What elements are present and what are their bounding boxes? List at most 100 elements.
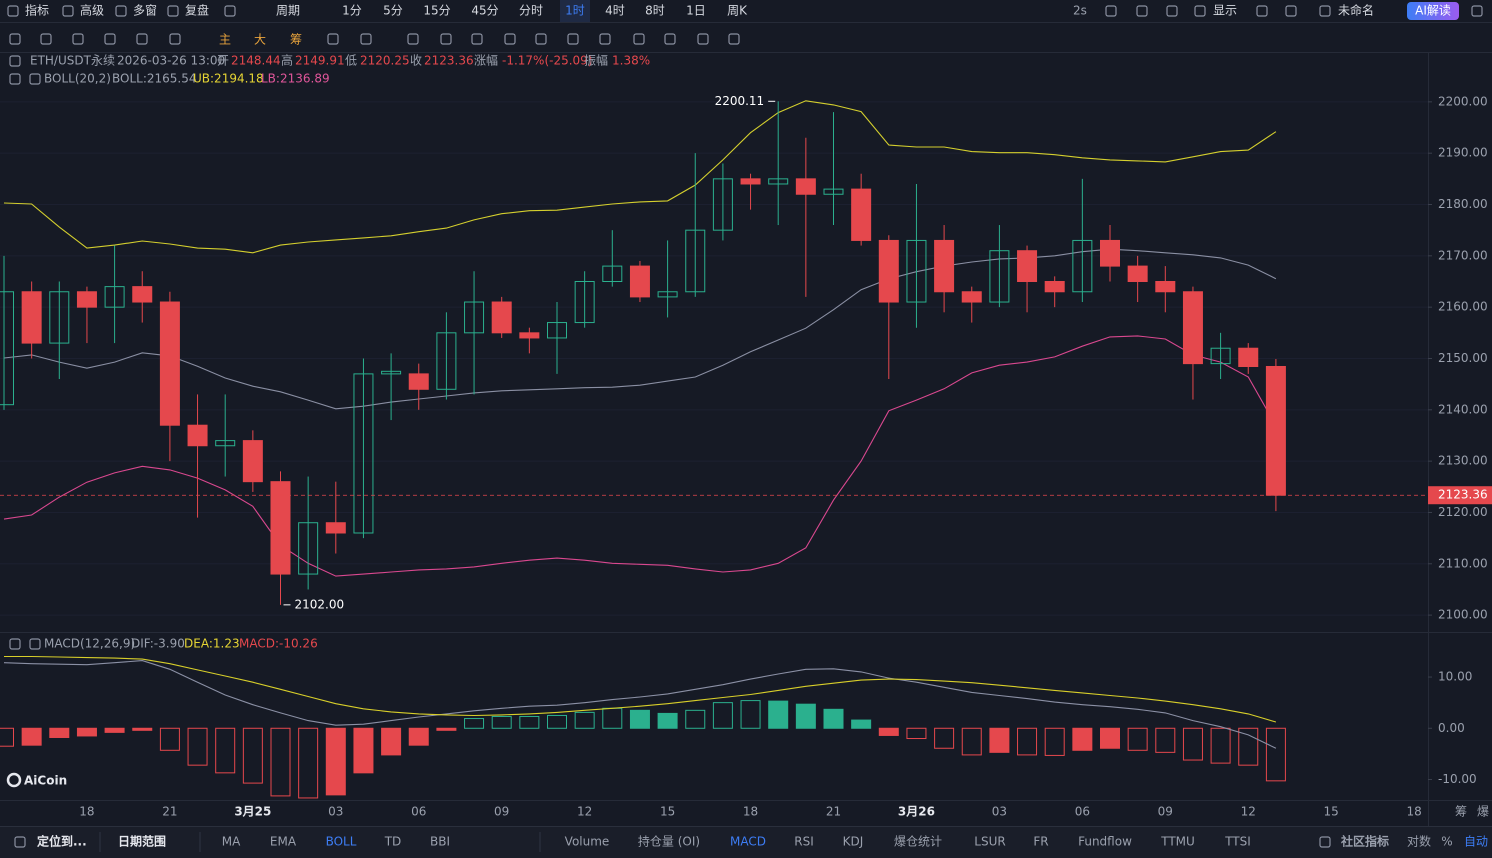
indicator-tab[interactable]: FR	[1033, 835, 1048, 849]
icon[interactable]	[1256, 5, 1268, 17]
top-bar	[0, 0, 1492, 22]
macd-bar	[823, 708, 844, 729]
annotation-label: 2200.11	[715, 94, 765, 108]
period-button[interactable]: 周K	[727, 4, 748, 18]
tool-icon[interactable]	[471, 33, 483, 45]
period-button[interactable]: 8时	[645, 4, 665, 18]
icon[interactable]	[14, 836, 26, 848]
icon[interactable]	[224, 5, 236, 17]
tool-icon[interactable]	[664, 33, 676, 45]
refresh-rate[interactable]: 2s	[1073, 4, 1087, 18]
indicator-tab[interactable]: MACD	[730, 835, 766, 849]
period-button[interactable]: 分时	[519, 4, 543, 18]
indicator-tab[interactable]: MA	[222, 835, 241, 849]
ai-button[interactable]	[1407, 2, 1459, 20]
icon[interactable]	[1285, 5, 1297, 17]
indicator-tab[interactable]: EMA	[270, 835, 297, 849]
bottom-option[interactable]: 自动	[1464, 835, 1488, 849]
icon[interactable]	[29, 638, 41, 650]
locate-button[interactable]: 定位到...	[37, 834, 87, 849]
icon[interactable]	[62, 5, 74, 17]
bottom-option[interactable]: 社区指标	[1340, 834, 1389, 849]
tool-icon[interactable]	[327, 33, 339, 45]
indicator-tab[interactable]: BBI	[430, 835, 450, 849]
period-button[interactable]: 1时	[565, 4, 585, 18]
tool-icon[interactable]	[104, 33, 116, 45]
chart-tool[interactable]: 大	[254, 33, 266, 47]
icon[interactable]	[1136, 5, 1148, 17]
menu-item[interactable]: 多窗	[133, 4, 157, 18]
axis-tool[interactable]: 筹	[1455, 805, 1467, 819]
menu-item[interactable]: 复盘	[185, 3, 209, 18]
tool-icon[interactable]	[440, 33, 452, 45]
period-button[interactable]: 1日	[686, 4, 706, 18]
y-tick-label: 2150.00	[1438, 351, 1488, 365]
indicator-tab[interactable]: BOLL	[326, 835, 357, 849]
tool-icon[interactable]	[567, 33, 579, 45]
menu-item[interactable]: 高级	[80, 3, 104, 18]
macd-bar	[49, 727, 70, 738]
icon[interactable]	[1166, 5, 1178, 17]
bottom-option[interactable]: 对数	[1407, 834, 1431, 849]
tool-icon[interactable]	[136, 33, 148, 45]
tool-icon[interactable]	[360, 33, 372, 45]
tool-icon[interactable]	[535, 33, 547, 45]
indicator-tab[interactable]: TD	[384, 835, 402, 849]
indicator-tab[interactable]: 爆仓统计	[894, 835, 942, 849]
icon[interactable]	[9, 55, 21, 67]
candle-body	[602, 265, 623, 282]
icon[interactable]	[9, 638, 21, 650]
date-range-button[interactable]: 日期范围	[118, 834, 166, 849]
icon[interactable]	[1105, 5, 1117, 17]
display-menu[interactable]: 显示	[1213, 4, 1237, 18]
tool-icon[interactable]	[599, 33, 611, 45]
icon[interactable]	[115, 5, 127, 17]
indicator-tab[interactable]: KDJ	[843, 835, 864, 849]
icon[interactable]	[1471, 5, 1483, 17]
icon[interactable]	[7, 5, 19, 17]
tool-icon[interactable]	[697, 33, 709, 45]
macd-bar	[1182, 727, 1203, 761]
candle-body	[325, 522, 346, 534]
icon[interactable]	[1319, 836, 1331, 848]
tool-icon[interactable]	[169, 33, 181, 45]
indicator-tab[interactable]: TTSI	[1224, 835, 1251, 849]
x-tick-label: 12	[577, 805, 592, 819]
period-button[interactable]: 15分	[423, 4, 450, 18]
tool-icon[interactable]	[40, 33, 52, 45]
indicator-tab[interactable]: Fundflow	[1078, 835, 1132, 849]
tool-icon[interactable]	[9, 33, 21, 45]
macd-info: MACD:-10.26	[239, 637, 318, 651]
indicator-tab[interactable]: LSUR	[974, 835, 1005, 849]
menu-item[interactable]: 指标	[25, 3, 49, 18]
candle-body	[353, 373, 374, 534]
chart-tool[interactable]: 筹	[290, 33, 302, 47]
ai-button-label[interactable]: AI解读	[1415, 4, 1451, 18]
indicator-tab[interactable]: 持仓量 (OI)	[638, 834, 700, 849]
icon[interactable]	[1194, 5, 1206, 17]
period-button[interactable]: 1分	[342, 4, 362, 18]
chart-tool[interactable]: 主	[219, 33, 231, 47]
indicator-tab[interactable]: TTMU	[1160, 835, 1195, 849]
bottom-option[interactable]: %	[1441, 835, 1452, 849]
tool-icon[interactable]	[728, 33, 740, 45]
period-button[interactable]: 5分	[383, 4, 403, 18]
tool-icon[interactable]	[72, 33, 84, 45]
tool-icon[interactable]	[633, 33, 645, 45]
period-menu[interactable]: 周期	[276, 4, 300, 18]
indicator-tab[interactable]: RSI	[794, 835, 814, 849]
candle-body	[547, 322, 567, 339]
indicator-tab[interactable]: Volume	[565, 835, 610, 849]
tool-icon[interactable]	[504, 33, 516, 45]
info-value: 2148.44	[231, 54, 281, 68]
axis-tool[interactable]: 爆	[1477, 805, 1489, 819]
icon[interactable]	[29, 73, 41, 85]
icon[interactable]	[9, 73, 21, 85]
layout-name[interactable]: 未命名	[1338, 3, 1374, 18]
period-button[interactable]: 4时	[605, 4, 625, 18]
icon[interactable]	[167, 5, 179, 17]
icon[interactable]	[1319, 5, 1331, 17]
period-button[interactable]: 45分	[471, 4, 498, 18]
tool-icon[interactable]	[407, 33, 419, 45]
